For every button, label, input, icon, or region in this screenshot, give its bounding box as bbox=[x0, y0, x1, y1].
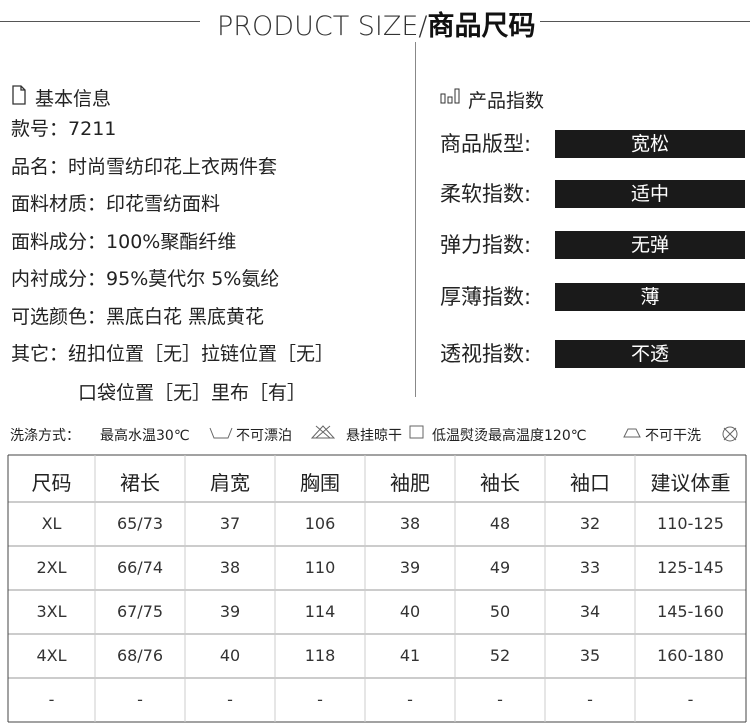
doc-icon bbox=[12, 85, 26, 105]
index-label: 厚薄指数: bbox=[440, 285, 532, 309]
index-value: 宽松 bbox=[555, 130, 745, 158]
info-value: 95%莫代尔 5%氨纶 bbox=[106, 268, 280, 290]
section-title: 产品指数 bbox=[468, 90, 545, 112]
info-row: 品名：时尚雪纺印花上衣两件套 bbox=[11, 152, 277, 179]
index-value: 无弹 bbox=[555, 231, 745, 259]
info-row: 面料材质：印花雪纺面料 bbox=[11, 189, 220, 216]
table-cell: 3XL bbox=[36, 602, 67, 621]
table-cell: 2XL bbox=[36, 558, 67, 577]
section-title: 基本信息 bbox=[35, 88, 112, 110]
table-cell: 49 bbox=[489, 558, 511, 577]
table-cell: 68/76 bbox=[116, 646, 164, 665]
wash-item: 不可漂泊 bbox=[236, 428, 292, 444]
rule bbox=[540, 21, 750, 22]
info-row: 内衬成分：95%莫代尔 5%氨纶 bbox=[11, 264, 279, 291]
table-cell: 34 bbox=[579, 602, 601, 621]
table-cell: - bbox=[497, 690, 503, 709]
table-cell: 50 bbox=[489, 602, 511, 621]
info-label: 内衬成分： bbox=[11, 268, 107, 290]
index-value: 不透 bbox=[555, 340, 745, 368]
info-row: 口袋位置［无］里布［有］ bbox=[78, 381, 307, 404]
bars-icon bbox=[440, 88, 460, 104]
table-header: 胸围 bbox=[300, 471, 340, 495]
table-cell: - bbox=[317, 690, 323, 709]
info-value: 纽扣位置［无］拉链位置［无］ bbox=[68, 343, 335, 365]
index-label: 透视指数: bbox=[440, 342, 532, 366]
table-cell: 32 bbox=[579, 514, 601, 533]
table-cell: 40 bbox=[399, 602, 421, 621]
rule bbox=[0, 21, 200, 22]
title-cn: 商品尺码 bbox=[427, 11, 536, 42]
table-cell: 110-125 bbox=[657, 514, 724, 533]
index-value: 适中 bbox=[555, 180, 745, 208]
wash-item: 最高水温30℃ bbox=[100, 428, 190, 444]
info-label: 面料成分： bbox=[11, 230, 107, 253]
info-label: 面料材质： bbox=[11, 193, 107, 215]
table-cell: 35 bbox=[579, 646, 601, 665]
table-cell: - bbox=[407, 690, 413, 709]
table-cell: 106 bbox=[304, 514, 336, 533]
info-label: 品名： bbox=[11, 155, 69, 178]
info-value: 黑底白花 黑底黄花 bbox=[106, 305, 265, 328]
info-label: 其它： bbox=[11, 343, 69, 365]
table-cell: 39 bbox=[219, 602, 241, 621]
wash-icons bbox=[209, 425, 738, 442]
table-cell: 33 bbox=[579, 558, 601, 577]
table-cell: 40 bbox=[219, 646, 241, 665]
info-label: 款号： bbox=[11, 118, 69, 140]
table-cell: 114 bbox=[304, 602, 336, 621]
table-cell: - bbox=[687, 690, 694, 709]
info-value: 100%聚酯纤维 bbox=[106, 230, 237, 253]
table-cell: 38 bbox=[219, 558, 241, 577]
wash-item: 低温熨烫最高温度120℃ bbox=[432, 428, 587, 444]
table-cell: 4XL bbox=[36, 646, 67, 665]
info-value: 7211 bbox=[68, 118, 117, 140]
wash-label: 洗涤方式： bbox=[10, 428, 80, 444]
table-cell: 37 bbox=[219, 514, 241, 533]
table-cell: 65/73 bbox=[116, 514, 164, 533]
table-header: 尺码 bbox=[31, 471, 72, 495]
info-value: 印花雪纺面料 bbox=[106, 193, 221, 215]
table-header: 袖口 bbox=[570, 471, 610, 495]
table-header: 建议体重 bbox=[650, 471, 731, 495]
info-row: 面料成分：100%聚酯纤维 bbox=[11, 227, 236, 254]
table-cell: XL bbox=[41, 514, 62, 533]
info-row: 可选颜色：黑底白花 黑底黄花 bbox=[11, 302, 264, 329]
table-header: 肩宽 bbox=[210, 471, 250, 495]
table-cell: 118 bbox=[304, 646, 336, 665]
table-cell: 39 bbox=[399, 558, 421, 577]
info-row: 款号：7211 bbox=[11, 114, 116, 141]
index-value: 薄 bbox=[555, 283, 745, 311]
table-header: 裙长 bbox=[120, 471, 160, 495]
table-header: 袖肥 bbox=[390, 471, 430, 495]
table-cell: - bbox=[48, 690, 55, 709]
table-cell: 145-160 bbox=[657, 602, 724, 621]
table-cell: 52 bbox=[489, 646, 511, 665]
table-cell: - bbox=[227, 690, 233, 709]
index-label: 商品版型: bbox=[440, 132, 532, 156]
title-en: PRODUCT SIZE/ bbox=[217, 11, 428, 42]
table-cell: - bbox=[137, 690, 143, 709]
wash-item: 不可干洗 bbox=[645, 428, 701, 444]
table-cell: 41 bbox=[399, 646, 421, 665]
table-cell: 110 bbox=[304, 558, 336, 577]
table-cell: 125-145 bbox=[657, 558, 724, 577]
index-label: 弹力指数: bbox=[440, 233, 532, 257]
table-cell: 66/74 bbox=[116, 558, 164, 577]
info-label: 可选颜色： bbox=[11, 305, 107, 328]
table-cell: 48 bbox=[489, 514, 511, 533]
info-value: 时尚雪纺印花上衣两件套 bbox=[68, 155, 278, 178]
table-cell: 67/75 bbox=[116, 602, 164, 621]
wash-item: 悬挂晾干 bbox=[346, 428, 402, 444]
table-cell: - bbox=[587, 690, 593, 709]
table-cell: 160-180 bbox=[657, 646, 724, 665]
table-header: 袖长 bbox=[480, 471, 520, 495]
index-label: 柔软指数: bbox=[440, 182, 532, 206]
title: PRODUCT SIZE/商品尺码 bbox=[217, 4, 536, 43]
info-row: 其它：纽扣位置［无］拉链位置［无］ bbox=[11, 339, 334, 366]
table-cell: 38 bbox=[399, 514, 421, 533]
divider bbox=[415, 42, 416, 397]
